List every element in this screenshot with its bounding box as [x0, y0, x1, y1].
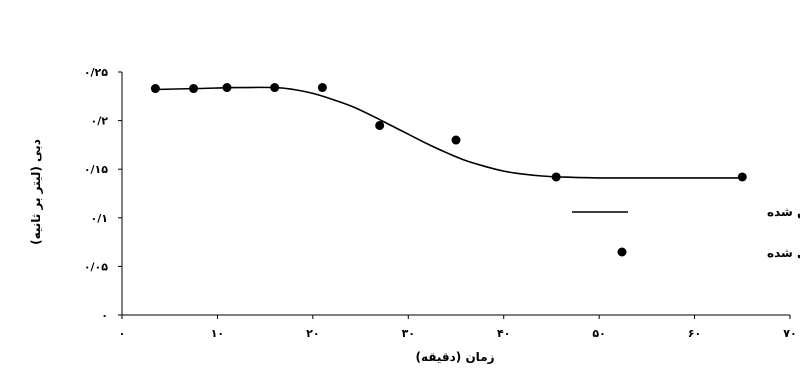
y-axis-title: دبی (لیتر بر ثانیه) [29, 139, 43, 245]
y-tick-label: ۰/۲ [91, 115, 109, 128]
axes [121, 72, 790, 316]
legend-label-fitted: مقادیر برازش شده [767, 205, 800, 219]
y-tick-label: ۰/۱ [91, 212, 108, 225]
measured-data-point [451, 135, 461, 145]
fitted-curve-line [155, 86, 743, 179]
measured-data-point [270, 83, 280, 93]
series [150, 83, 747, 182]
x-tick-label: ۰ [119, 327, 126, 340]
measured-data-point [737, 172, 747, 182]
measured-data-point [317, 83, 327, 93]
legend: مقادیر برازش شده مقادیر اندازه گیری شده [572, 205, 800, 260]
y-tick-label: ۰/۱۵ [84, 163, 108, 176]
ticks: ۰ ۱۰ ۲۰ ۳۰ ۴۰ ۵۰ ۶۰ ۷۰ ۰ ۰/۰۵ ۰/۱ ۰/۱۵ ۰/۲ ۰/۲۵ [84, 66, 797, 340]
legend-marker-swatch [617, 247, 627, 257]
y-tick-label: ۰ [101, 309, 108, 322]
y-tick-label: ۰/۲۵ [84, 66, 108, 79]
y-tick-label: ۰/۰۵ [84, 260, 108, 273]
measured-data-point [189, 84, 199, 94]
x-tick-label: ۵۰ [592, 327, 605, 340]
x-tick-label: ۱۰ [211, 327, 224, 340]
x-tick-label: ۷۰ [783, 327, 796, 340]
measured-data-point [222, 83, 232, 93]
x-tick-label: ۲۰ [306, 327, 319, 340]
x-tick-label: ۴۰ [497, 327, 510, 340]
x-tick-label: ۳۰ [402, 327, 415, 340]
legend-label-measured: مقادیر اندازه گیری شده [767, 246, 800, 260]
x-tick-label: ۶۰ [688, 327, 701, 340]
measured-data-point [551, 172, 561, 182]
measured-data-point [150, 84, 160, 94]
x-axis-title: زمان (دقیقه) [415, 350, 494, 364]
measured-data-point [375, 120, 385, 130]
